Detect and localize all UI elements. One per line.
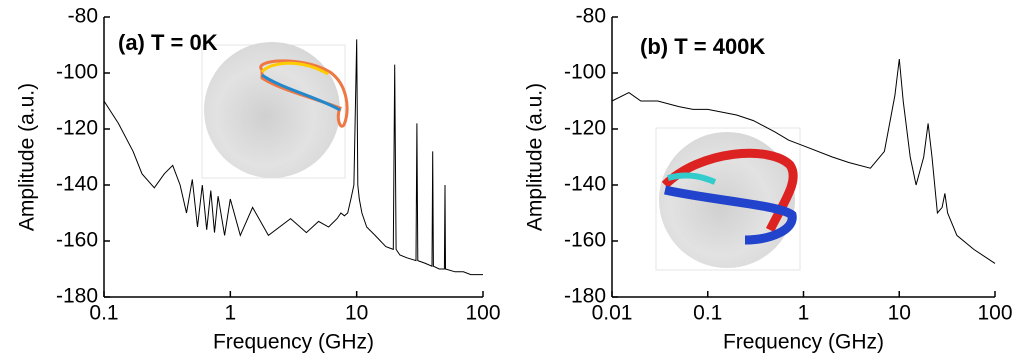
- y-tick-label: -100: [56, 61, 98, 84]
- x-tick-label: 100: [465, 302, 500, 325]
- x-tick-label: 100: [977, 302, 1012, 325]
- y-tick-label: -80: [68, 5, 98, 28]
- x-tick-label: 1: [798, 302, 810, 325]
- spectrum-line: [103, 39, 483, 276]
- y-tick-label: -160: [564, 229, 606, 252]
- x-tick-label: 0.01: [592, 302, 633, 325]
- spectrum-line: [611, 58, 996, 264]
- y-tick-label: -140: [564, 173, 606, 196]
- y-tick-label: -100: [564, 61, 606, 84]
- y-tick-label: -160: [56, 229, 98, 252]
- inset-b: [655, 127, 801, 271]
- y-tick-label: -120: [56, 117, 98, 140]
- y-axis-label: Amplitude (a.u.): [16, 83, 39, 231]
- x-tick-label: 1: [224, 302, 236, 325]
- x-axis-label: Frequency (GHz): [213, 331, 374, 354]
- inset-a: [201, 42, 349, 179]
- y-tick-label: -180: [564, 285, 606, 308]
- y-tick-label: -180: [56, 285, 98, 308]
- x-tick-label: 10: [888, 302, 911, 325]
- panel-title: (b) T = 400K: [640, 34, 765, 59]
- panel-title: (a) T = 0K: [118, 30, 218, 55]
- y-axis-label: Amplitude (a.u.): [524, 83, 547, 231]
- y-tick-label: -80: [576, 5, 606, 28]
- x-axis-label: Frequency (GHz): [723, 331, 884, 354]
- x-tick-label: 0.1: [89, 302, 118, 325]
- x-tick-label: 10: [345, 302, 368, 325]
- x-tick-label: 0.1: [693, 302, 722, 325]
- y-tick-label: -120: [564, 117, 606, 140]
- y-tick-label: -140: [56, 173, 98, 196]
